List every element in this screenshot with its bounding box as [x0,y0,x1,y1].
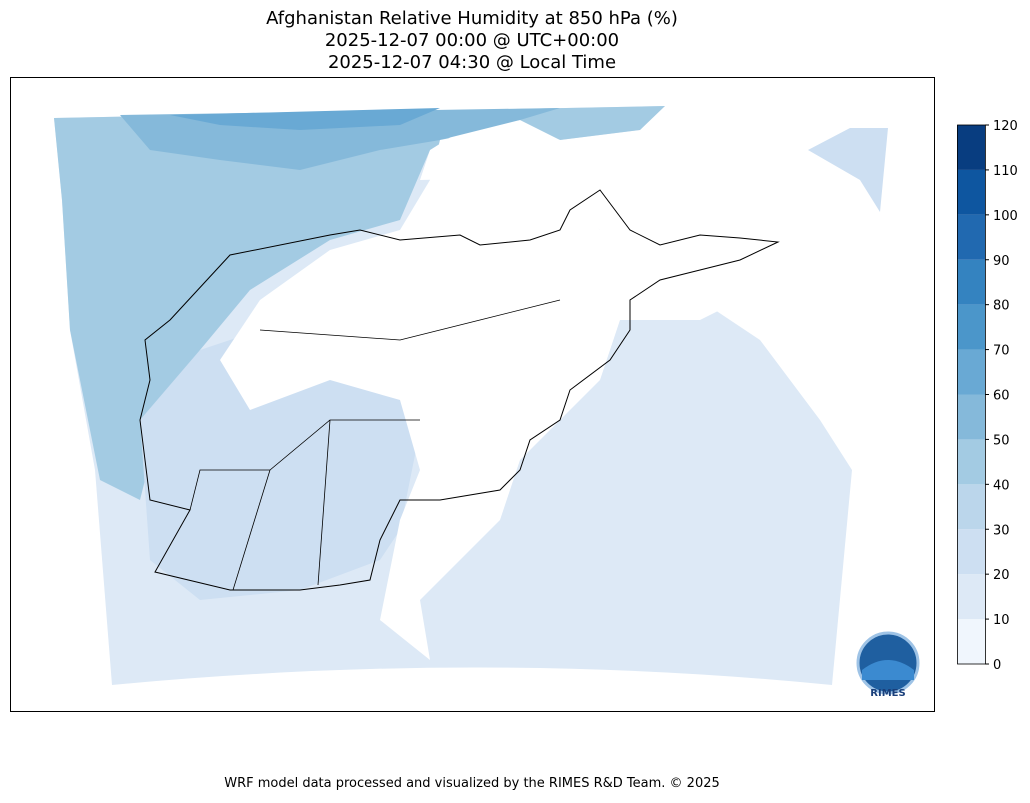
colorbar-tick-label: 60 [993,389,1010,404]
colorbar-segment [957,574,985,620]
title-block: Afghanistan Relative Humidity at 850 hPa… [266,8,678,73]
footer: WRF model data processed and visualized … [224,776,720,791]
colorbar-tick-label: 90 [993,254,1010,269]
colorbar-segment [957,169,985,215]
colorbar-tick-label: 80 [993,299,1010,314]
logo-text: RIMES [870,688,905,699]
map-frame [10,77,935,712]
colorbar-segment [957,439,985,485]
colorbar-segment [957,619,985,664]
title-line: 2025-12-07 04:30 @ Local Time [328,52,616,73]
colorbar-tick-label: 50 [993,433,1010,448]
colorbar-tick-label: 100 [993,209,1018,224]
map: RIMES [10,77,935,712]
logo: RIMES [856,631,920,699]
colorbar-tick-label: 120 [993,119,1018,134]
colorbar-tick-label: 70 [993,344,1010,359]
colorbar-tick-label: 30 [993,523,1010,538]
colorbar-tick-label: 20 [993,568,1010,583]
colorbar-segment [957,529,985,575]
humidity-field [54,106,665,500]
colorbar-segment [957,259,985,305]
colorbar-tick-label: 110 [993,164,1018,179]
colorbar-segment [957,304,985,350]
humidity-field [170,108,440,130]
colorbar-segment [957,125,985,170]
humidity-field [808,128,888,212]
colorbar-segment [957,349,985,395]
colorbar: 0 10 20 30 40 50 60 70 80 90 100 110 120 [957,119,1018,673]
colorbar-segment [957,394,985,440]
title-line: Afghanistan Relative Humidity at 850 hPa… [266,8,678,29]
colorbar-tick-label: 10 [993,613,1010,628]
colorbar-segment [957,484,985,530]
afghanistan-border [139,189,780,591]
province-borders [189,299,561,591]
colorbar-tick-label: 0 [993,658,1001,673]
title-line: 2025-12-07 00:00 @ UTC+00:00 [325,30,619,51]
dry-area [220,125,780,660]
logo-wave [862,660,914,680]
colorbar-segment [957,214,985,260]
colorbar-tick-label: 40 [993,478,1010,493]
